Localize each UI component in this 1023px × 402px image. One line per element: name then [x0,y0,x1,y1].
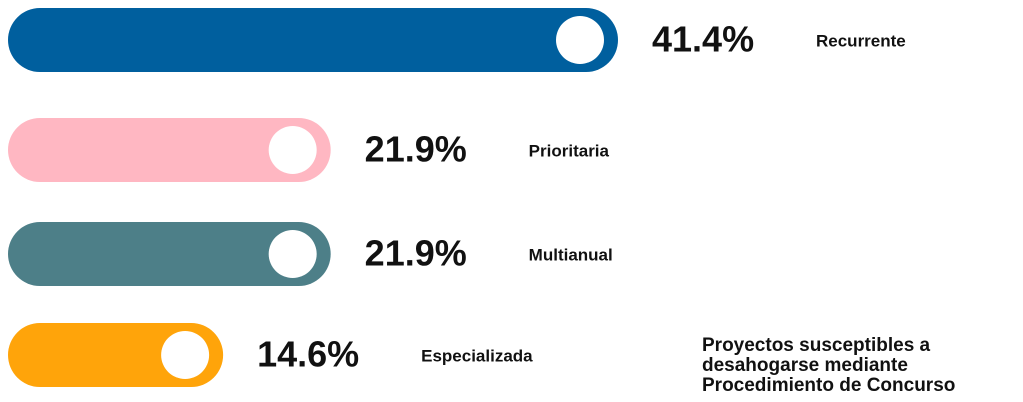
bar-knob [556,16,604,64]
bar [8,222,331,286]
category-label: Recurrente [816,31,906,50]
category-label: Prioritaria [529,141,610,160]
value-label: 14.6% [257,334,359,375]
bar [8,118,331,182]
bar-knob [268,230,317,278]
value-label: 41.4% [652,19,754,60]
category-label: Multianual [529,245,613,264]
value-label: 21.9% [365,129,467,170]
bar [8,8,618,72]
value-label: 21.9% [365,233,467,274]
chart-title: Proyectos susceptibles a desahogarse med… [702,335,956,396]
bar-knob [161,331,210,379]
category-label: Especializada [421,346,533,365]
bar-knob [268,126,317,174]
